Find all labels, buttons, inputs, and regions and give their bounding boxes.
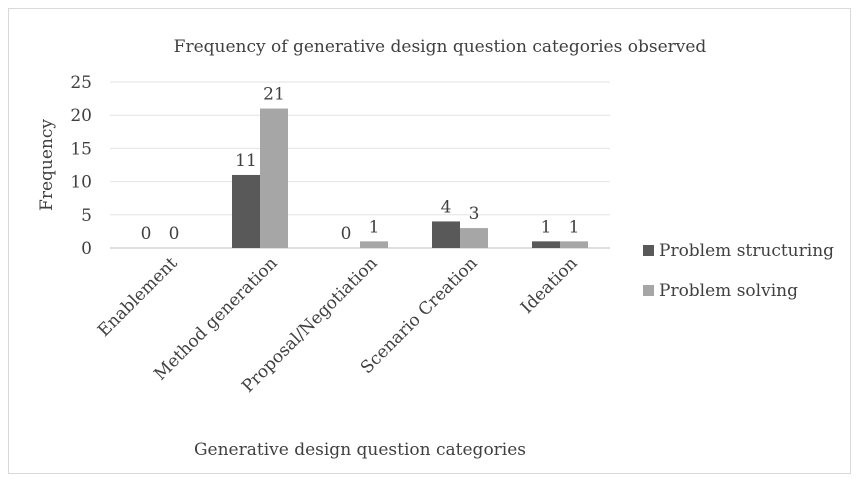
data-label: 0 [169, 224, 180, 244]
bar [260, 108, 288, 248]
y-tick-label: 0 [81, 239, 92, 259]
bar [460, 228, 488, 248]
y-tick-label: 5 [81, 206, 92, 226]
legend-swatch [643, 285, 654, 296]
x-tick-label: Enablement [94, 253, 182, 341]
bar [232, 174, 260, 248]
data-label: 4 [441, 197, 452, 217]
legend-label: Problem structuring [659, 241, 834, 261]
data-label: 1 [369, 217, 380, 237]
bar [560, 241, 588, 248]
bar [432, 221, 460, 248]
y-axis-ticks: 0 5 10 15 20 25 [70, 73, 92, 259]
y-tick-label: 25 [70, 73, 92, 93]
data-label: 1 [569, 217, 580, 237]
data-label: 1 [541, 217, 552, 237]
legend-swatch [643, 245, 654, 256]
y-tick-label: 15 [70, 139, 92, 159]
bars [232, 108, 588, 248]
data-label: 0 [341, 224, 352, 244]
legend-label: Problem solving [659, 281, 798, 301]
data-label: 3 [469, 204, 480, 224]
x-tick-label: Ideation [517, 253, 582, 318]
legend: Problem structuring Problem solving [643, 241, 834, 301]
data-label: 21 [263, 85, 285, 105]
bar [360, 241, 388, 248]
y-tick-label: 10 [70, 173, 92, 193]
data-label: 11 [235, 151, 257, 171]
chart-title: Frequency of generative design question … [174, 37, 707, 57]
gridlines [110, 81, 610, 249]
y-tick-label: 20 [70, 106, 92, 126]
chart-frame [8, 8, 851, 474]
x-axis-label: Generative design question categories [194, 440, 526, 460]
y-axis-label: Frequency [37, 119, 57, 211]
bar [532, 241, 560, 248]
data-label: 0 [141, 224, 152, 244]
